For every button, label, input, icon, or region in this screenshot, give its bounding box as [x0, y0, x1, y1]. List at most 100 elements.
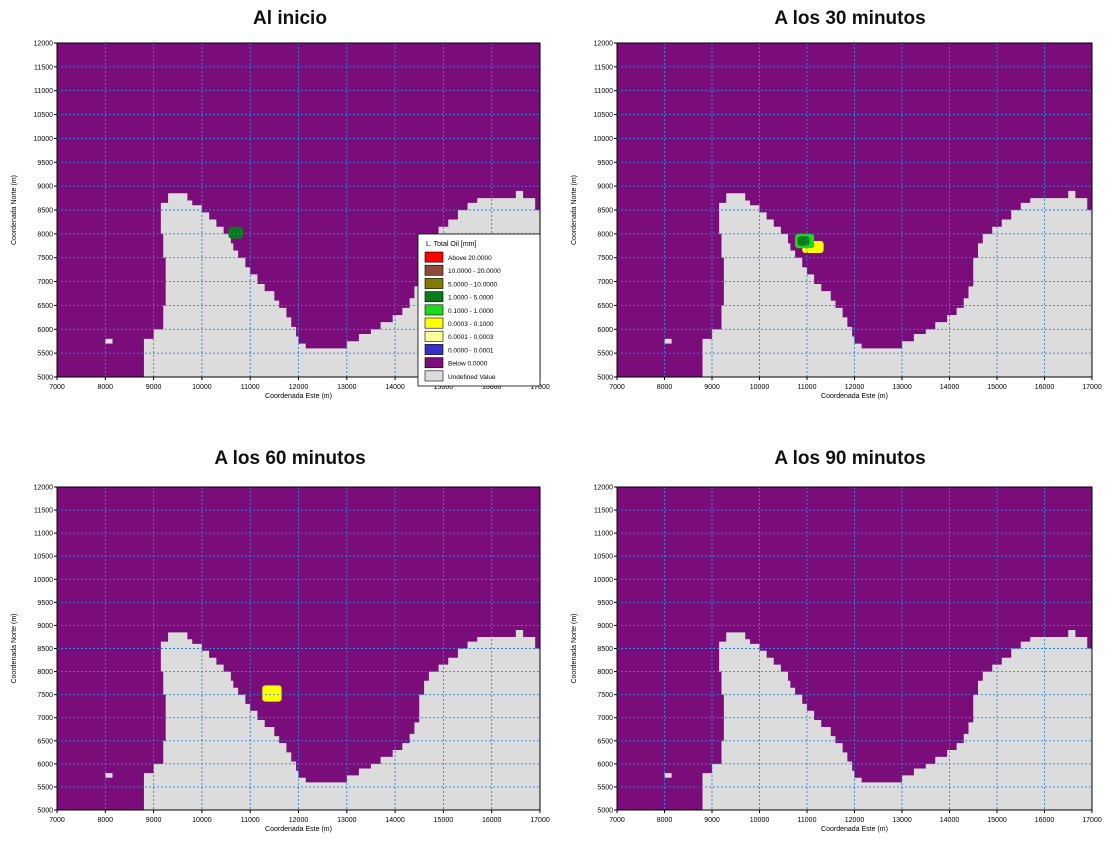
- x-tick-label: 9000: [146, 384, 162, 391]
- x-tick-label: 17000: [1082, 817, 1102, 824]
- y-tick-label: 9500: [597, 160, 613, 167]
- y-tick-label: 6500: [597, 738, 613, 745]
- x-tick-label: 13000: [337, 384, 357, 391]
- y-tick-label: 5500: [597, 351, 613, 358]
- y-tick-label: 9500: [37, 600, 53, 607]
- y-tick-label: 11000: [594, 88, 613, 95]
- spill-patch: [228, 226, 243, 239]
- y-tick-label: 11500: [34, 64, 53, 71]
- legend-swatch: [424, 304, 444, 316]
- island: [664, 338, 672, 344]
- y-tick-label: 9500: [597, 600, 613, 607]
- x-tick-label: 16000: [1035, 384, 1055, 391]
- spill-patch: [262, 685, 282, 702]
- x-tick-label: 9000: [146, 817, 162, 824]
- x-tick-label: 9000: [704, 384, 720, 391]
- y-tick-label: 8000: [597, 231, 613, 238]
- legend-label: 1.0000 - 5.0000: [448, 295, 494, 302]
- x-tick-label: 17000: [1082, 384, 1102, 391]
- map-panel-60min: A los 60 minutos 7000 8000 9000 10000 11000 1…: [0, 440, 555, 849]
- y-tick-label: 5500: [597, 784, 613, 791]
- x-tick-label: 10000: [192, 384, 212, 391]
- y-tick-label: 10000: [594, 577, 614, 584]
- y-tick-label: 10500: [594, 554, 614, 561]
- x-tick-label: 11000: [798, 384, 817, 391]
- x-tick-label: 16000: [482, 384, 502, 391]
- y-tick-label: 6000: [37, 761, 53, 768]
- y-tick-label: 8500: [37, 208, 53, 215]
- y-tick-label: 10500: [34, 112, 54, 119]
- x-tick-label: 11000: [241, 384, 260, 391]
- y-tick-label: 8500: [37, 646, 53, 653]
- y-axis-label: Coordenada Norte (m): [11, 613, 18, 683]
- y-tick-label: 11500: [594, 508, 613, 515]
- y-axis-label: Coordenada Norte (m): [571, 613, 578, 683]
- x-tick-label: 13000: [892, 817, 912, 824]
- x-axis-label: Coordenada Este (m): [265, 826, 332, 833]
- island: [105, 773, 113, 778]
- x-tick-label: 17000: [530, 817, 550, 824]
- x-tick-label: 10000: [192, 817, 212, 824]
- x-tick-label: 10000: [750, 817, 770, 824]
- y-tick-label: 5000: [37, 808, 53, 815]
- y-tick-label: 6000: [597, 761, 613, 768]
- x-tick-label: 10000: [750, 384, 770, 391]
- x-tick-label: 12000: [289, 384, 309, 391]
- x-axis-label: Coordenada Este (m): [265, 393, 332, 400]
- y-tick-label: 10000: [34, 136, 54, 143]
- y-tick-label: 11000: [34, 531, 53, 538]
- legend-swatch: [424, 330, 444, 342]
- legend-swatch: [424, 344, 444, 355]
- heatmap-chart: 7000 8000 9000 10000 11000 12000 13000 14000 150…: [571, 41, 1102, 401]
- grid: [617, 487, 1092, 810]
- x-tick-label: 12000: [289, 817, 309, 824]
- x-tick-label: 17000: [530, 384, 550, 391]
- map-panel-start: Al inicio 7000 8000 9000 10000 11000 12000 130…: [0, 0, 555, 425]
- y-tick-label: 6500: [37, 738, 53, 745]
- y-tick-label: 7000: [597, 279, 613, 286]
- y-tick-label: 6000: [37, 327, 53, 334]
- panel-title: A los 60 minutos: [214, 448, 366, 469]
- y-tick-label: 11500: [34, 508, 53, 515]
- y-tick-label: 9000: [597, 184, 613, 191]
- x-tick-label: 14000: [385, 384, 405, 391]
- x-tick-label: 14000: [940, 384, 960, 391]
- heatmap-chart: 7000 8000 9000 10000 11000 12000 13000 14000 150…: [11, 485, 550, 834]
- map-panel-90min: A los 90 minutos 7000 8000 9000 10000 11000 1…: [560, 440, 1111, 849]
- y-tick-label: 7500: [597, 692, 613, 699]
- x-axis-label: Coordenada Este (m): [821, 393, 888, 400]
- x-tick-label: 15000: [987, 817, 1007, 824]
- spill-patch: [797, 236, 810, 246]
- legend-title: L. Total Oil [mm]: [426, 241, 476, 248]
- grid: [617, 43, 1092, 377]
- y-tick-label: 8500: [597, 646, 613, 653]
- y-tick-label: 6500: [37, 303, 53, 310]
- land-area: [702, 630, 1092, 810]
- legend-label: 0.0003 - 0.1000: [448, 321, 494, 328]
- x-tick-label: 12000: [845, 817, 865, 824]
- legend-swatch: [424, 251, 444, 263]
- x-tick-label: 16000: [1035, 817, 1055, 824]
- x-tick-label: 12000: [845, 384, 865, 391]
- y-tick-label: 11000: [594, 531, 613, 538]
- x-tick-label: 11000: [798, 817, 817, 824]
- y-tick-label: 12000: [594, 41, 614, 48]
- y-tick-label: 9500: [37, 160, 53, 167]
- y-tick-label: 5500: [37, 784, 53, 791]
- land-area: [143, 630, 540, 810]
- y-tick-label: 8000: [597, 669, 613, 676]
- y-tick-label: 9000: [37, 623, 53, 630]
- x-tick-label: 15000: [434, 384, 454, 391]
- x-tick-label: 8000: [657, 384, 673, 391]
- y-tick-label: 10500: [594, 112, 614, 119]
- x-tick-label: 13000: [337, 817, 357, 824]
- legend-label: Above 20.0000: [448, 255, 492, 262]
- x-tick-label: 7000: [609, 817, 625, 824]
- y-tick-label: 5500: [37, 351, 53, 358]
- y-tick-label: 10000: [34, 577, 54, 584]
- grid: [57, 43, 540, 377]
- x-axis-label: Coordenada Este (m): [821, 826, 888, 833]
- x-tick-label: 8000: [657, 817, 673, 824]
- y-tick-label: 7500: [37, 255, 53, 262]
- x-tick-label: 8000: [98, 817, 114, 824]
